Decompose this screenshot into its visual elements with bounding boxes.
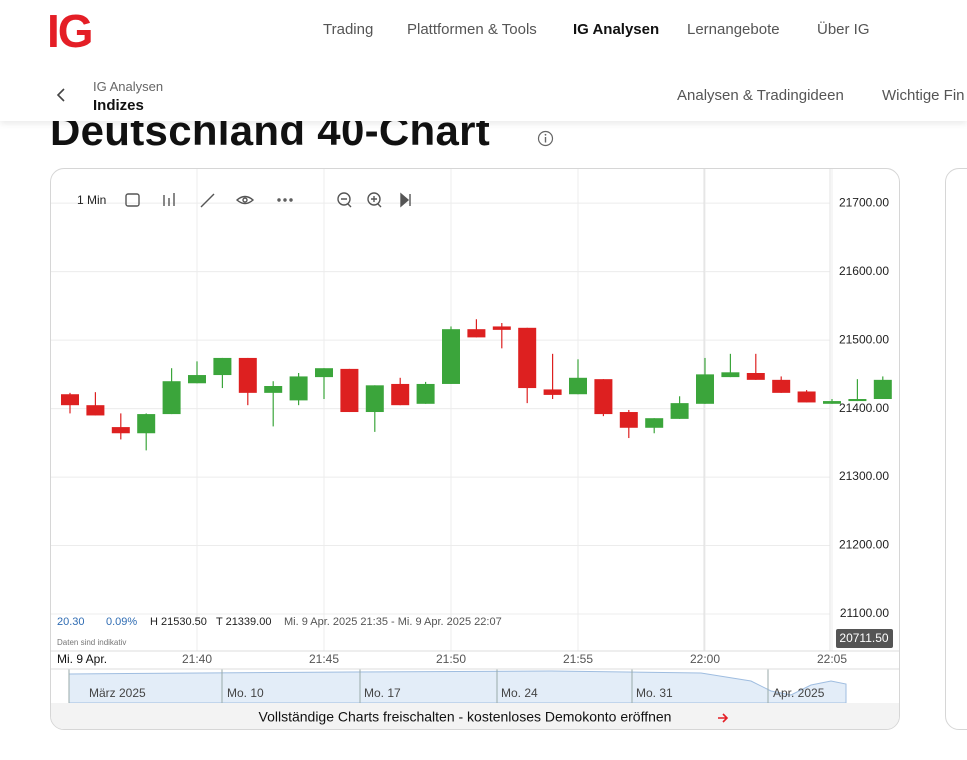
- low: T 21339.00: [216, 616, 271, 628]
- change: 20.30: [57, 616, 85, 628]
- chart-card: 1 Min 20.30 0.09% H 21530.50 T 21339.00 …: [50, 168, 900, 730]
- candle-body: [696, 374, 714, 404]
- x-tick-label: 21:55: [563, 652, 593, 666]
- chart: 1 Min 20.30 0.09% H 21530.50 T 21339.00 …: [51, 169, 899, 729]
- navigator-label: Mo. 31: [636, 686, 673, 700]
- back-icon[interactable]: [55, 87, 69, 103]
- x-tick-label: 22:00: [690, 652, 720, 666]
- candle-body: [264, 386, 283, 393]
- cta-arrow: [718, 713, 729, 723]
- x-tick-label: 21:50: [436, 652, 466, 666]
- candle-body: [365, 385, 384, 413]
- candle-body: [594, 379, 613, 415]
- navigator-label: Mo. 17: [364, 686, 401, 700]
- candle-body: [543, 389, 562, 395]
- nav-item[interactable]: Plattformen & Tools: [407, 21, 537, 38]
- cta-text[interactable]: Vollständige Charts freischalten - koste…: [259, 709, 672, 725]
- candle-body: [670, 403, 689, 419]
- candle-body: [518, 327, 537, 389]
- candle-body: [619, 412, 638, 428]
- candle-body: [111, 427, 130, 434]
- navigator-label: Mo. 24: [501, 686, 538, 700]
- toolbar-icons[interactable]: [125, 192, 411, 208]
- candle-body: [137, 414, 156, 434]
- y-tick-label: 21400.00: [839, 401, 889, 415]
- nav-item[interactable]: Trading: [323, 21, 374, 38]
- candle-body: [746, 372, 765, 380]
- candle-body: [340, 368, 359, 413]
- x-tick-label: 22:05: [817, 652, 847, 666]
- candle-body: [213, 357, 232, 376]
- y-tick-label: 21500.00: [839, 332, 889, 346]
- candle-body: [416, 383, 435, 404]
- candle-body: [289, 376, 308, 401]
- header: IG Trading Plattformen & Tools IG Analys…: [0, 0, 967, 121]
- candle-body: [569, 377, 587, 395]
- high: H 21530.50: [150, 616, 207, 628]
- nav-item[interactable]: Über IG: [817, 21, 870, 38]
- y-tick-label: 21300.00: [839, 469, 889, 483]
- price-badge: 20711.50: [839, 631, 888, 645]
- candle-body: [86, 405, 105, 416]
- y-tick-label: 21700.00: [839, 195, 889, 209]
- navigator-separators: [68, 669, 769, 703]
- subnav-item[interactable]: Analysen & Tradingideen: [677, 87, 844, 104]
- candle-body: [442, 329, 460, 384]
- candle-body: [797, 391, 816, 403]
- y-tick-label: 21100.00: [840, 606, 889, 620]
- candle-body: [492, 326, 511, 330]
- disclaimer: Daten sind indikativ: [57, 638, 126, 647]
- change-pct: 0.09%: [106, 616, 137, 628]
- navigator-label: Apr. 2025: [773, 686, 825, 700]
- candle-body: [873, 379, 892, 400]
- nav-item[interactable]: IG Analysen: [573, 21, 660, 38]
- side-card: [945, 168, 967, 730]
- candle-body: [162, 381, 181, 415]
- navigator-label: Mo. 10: [227, 686, 264, 700]
- y-tick-label: 21200.00: [839, 538, 889, 552]
- x-tick-label: 21:40: [182, 652, 212, 666]
- candle-body: [467, 329, 486, 338]
- breadcrumb-current: Indizes: [93, 97, 144, 114]
- candle-body: [238, 357, 257, 393]
- candle-body: [645, 418, 664, 428]
- date-label: Mi. 9 Apr.: [57, 652, 107, 666]
- x-tick-label: 21:45: [309, 652, 339, 666]
- navigator-area: [68, 670, 847, 704]
- candle-body: [848, 399, 867, 402]
- candle-body: [772, 379, 791, 393]
- price-badge-bg: [836, 629, 893, 648]
- candle-body: [61, 394, 79, 406]
- info-icon[interactable]: [537, 130, 554, 147]
- interval[interactable]: 1 Min: [77, 193, 106, 207]
- navigator-label: März 2025: [89, 686, 146, 700]
- subnav-item[interactable]: Wichtige Fin: [882, 87, 965, 104]
- range: Mi. 9 Apr. 2025 21:35 - Mi. 9 Apr. 2025 …: [284, 616, 502, 628]
- candle-body: [315, 368, 333, 378]
- nav-item[interactable]: Lernangebote: [687, 21, 780, 38]
- y-tick-label: 21600.00: [839, 264, 889, 278]
- breadcrumb-parent[interactable]: IG Analysen: [93, 79, 164, 94]
- candle-body: [188, 375, 206, 384]
- cta-bar[interactable]: [51, 703, 899, 729]
- candle-body: [721, 372, 740, 378]
- candle-body: [391, 383, 410, 406]
- candle-body: [823, 401, 841, 404]
- logo[interactable]: IG: [47, 5, 94, 57]
